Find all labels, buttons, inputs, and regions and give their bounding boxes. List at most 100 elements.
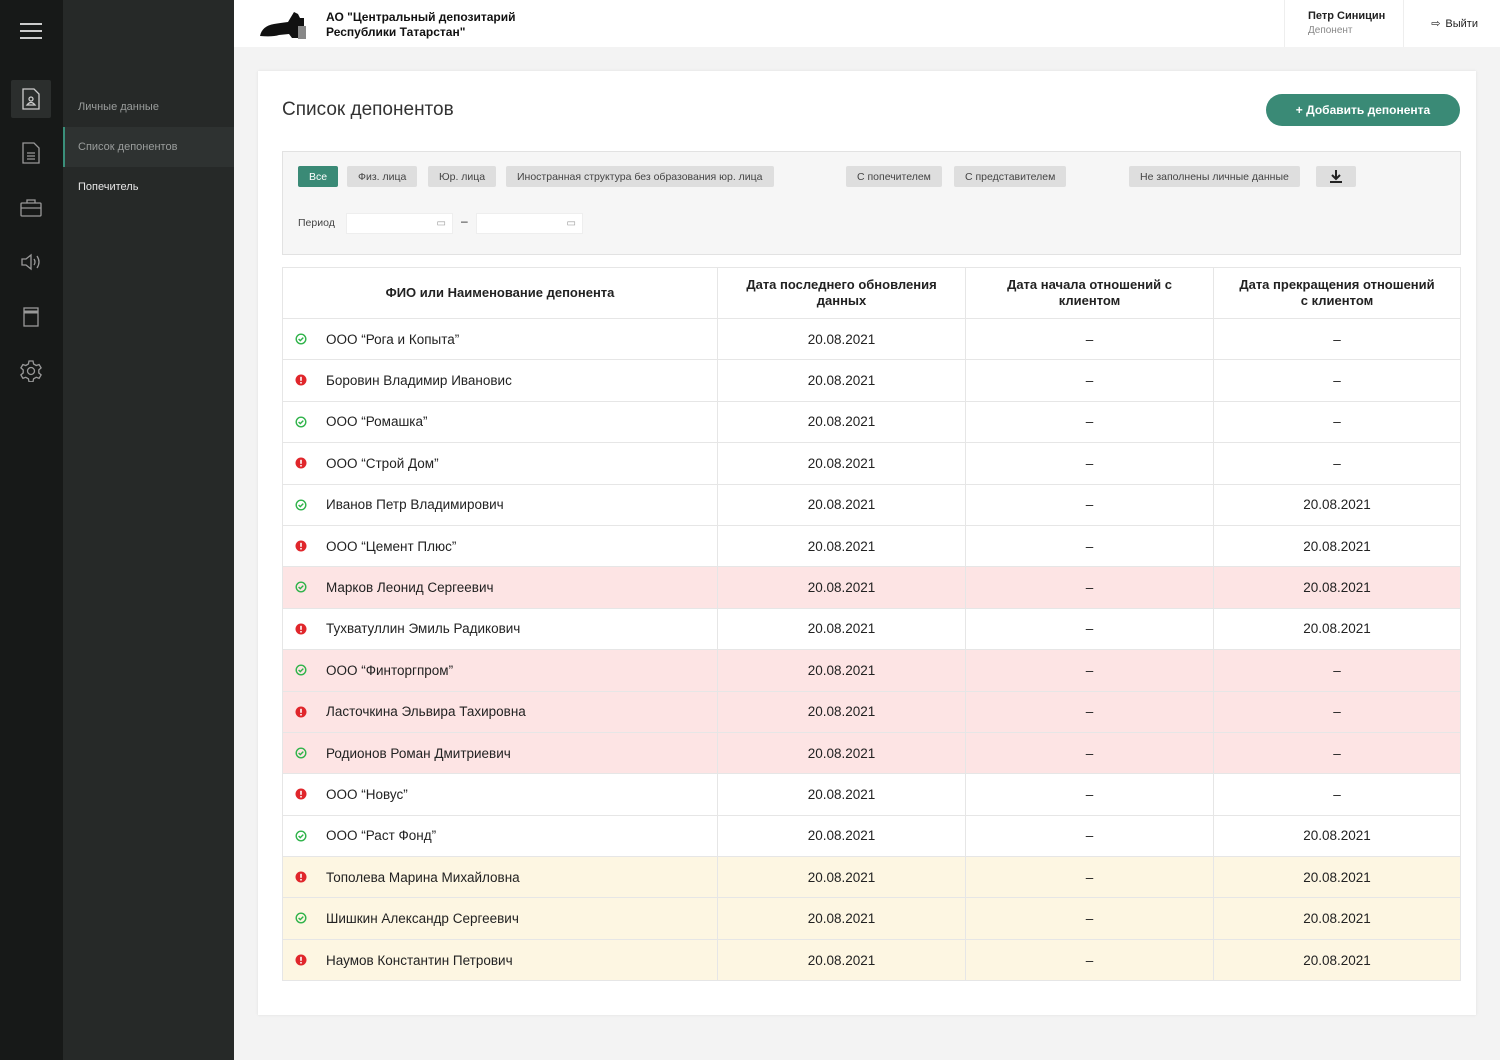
cell-name: Иванов Петр Владимирович (282, 483, 718, 526)
filter-all[interactable]: Все (298, 166, 339, 187)
depositor-name[interactable]: ООО “Строй Дом” (326, 455, 439, 471)
briefcase-icon[interactable] (11, 189, 51, 227)
depositor-name[interactable]: Марков Леонид Сергеевич (326, 580, 494, 596)
table-row[interactable]: Ласточкина Эльвира Тахировна 20.08.2021 … (282, 690, 1461, 733)
table-row[interactable]: Наумов Константин Петрович 20.08.2021 – … (282, 938, 1461, 982)
cell-name: ООО “Раст Фонд” (282, 814, 718, 858)
depositor-name[interactable]: ООО “Новус” (326, 786, 408, 802)
check-circle-icon (295, 664, 307, 676)
cell-end: – (1213, 442, 1461, 485)
menu-icon[interactable] (11, 12, 51, 50)
cell-end: – (1213, 317, 1461, 361)
download-button[interactable] (1316, 166, 1356, 187)
depositor-name[interactable]: Шишкин Александр Сергеевич (326, 911, 519, 927)
filters-panel: Все Физ. лица Юр. лица Иностранная струк… (282, 151, 1461, 255)
depositor-name[interactable]: Ласточкина Эльвира Тахировна (326, 704, 526, 720)
table-row[interactable]: ООО “Цемент Плюс” 20.08.2021 – 20.08.202… (282, 524, 1461, 568)
cell-end: 20.08.2021 (1213, 566, 1461, 609)
filter-with-trustee[interactable]: С попечителем (846, 166, 942, 187)
table-row[interactable]: ООО “Финторгпром” 20.08.2021 – – (282, 649, 1461, 692)
filter-legal[interactable]: Юр. лица (428, 166, 497, 187)
table-row[interactable]: ООО “Раст Фонд” 20.08.2021 – 20.08.2021 (282, 814, 1461, 858)
cell-start: – (965, 773, 1214, 816)
cell-name: Боровин Владимир Ивановис (282, 359, 718, 402)
cell-name: ООО “Цемент Плюс” (282, 524, 718, 568)
cell-name: ООО “Финторгпром” (282, 649, 718, 692)
logout-button[interactable]: ⇨ Выйти (1431, 17, 1478, 31)
calendar-icon: ▭ (436, 218, 446, 229)
table-row[interactable]: Шишкин Александр Сергеевич 20.08.2021 – … (282, 897, 1461, 940)
table-row[interactable]: ООО “Ромашка” 20.08.2021 – – (282, 400, 1461, 444)
logo-icon (260, 12, 306, 39)
depositor-name[interactable]: ООО “Финторгпром” (326, 662, 454, 678)
table-row[interactable]: Марков Леонид Сергеевич 20.08.2021 – 20.… (282, 566, 1461, 609)
user-role: Депонент (1308, 25, 1353, 36)
depositor-name[interactable]: ООО “Ромашка” (326, 414, 428, 430)
error-circle-icon (295, 706, 307, 718)
cell-end: – (1213, 649, 1461, 692)
speaker-icon[interactable] (11, 243, 51, 281)
period-dash: – (461, 214, 468, 228)
cell-end: 20.08.2021 (1213, 897, 1461, 940)
check-circle-icon (295, 747, 307, 759)
cell-end: 20.08.2021 (1213, 524, 1461, 568)
depositor-name[interactable]: Тополева Марина Михайловна (326, 869, 520, 885)
add-depositor-button[interactable]: + Добавить депонента (1266, 94, 1460, 126)
filter-with-representative[interactable]: С представителем (954, 166, 1067, 187)
table-row[interactable]: ООО “Строй Дом” 20.08.2021 – – (282, 442, 1461, 485)
submenu: Личные данные Список депонентов Попечите… (63, 0, 234, 1060)
depositor-name[interactable]: Родионов Роман Дмитриевич (326, 745, 511, 761)
user-info[interactable]: Петр Синицин Депонент (1284, 0, 1404, 47)
cell-updated: 20.08.2021 (717, 524, 966, 568)
submenu-item-depositors-list[interactable]: Список депонентов (63, 127, 234, 167)
cell-start: – (965, 897, 1214, 940)
table-row[interactable]: Тухватуллин Эмиль Радикович 20.08.2021 –… (282, 607, 1461, 651)
personal-document-icon[interactable] (11, 80, 51, 118)
error-circle-icon (295, 954, 307, 966)
calendar-icon[interactable] (11, 298, 51, 336)
cell-name: ООО “Строй Дом” (282, 442, 718, 485)
table-row[interactable]: ООО “Рога и Копыта” 20.08.2021 – – (282, 317, 1461, 361)
table-row[interactable]: Тополева Марина Михайловна 20.08.2021 – … (282, 856, 1461, 899)
table-row[interactable]: Иванов Петр Владимирович 20.08.2021 – 20… (282, 483, 1461, 526)
depositor-name[interactable]: ООО “Цемент Плюс” (326, 538, 457, 554)
cell-updated: 20.08.2021 (717, 566, 966, 609)
table-row[interactable]: Родионов Роман Дмитриевич 20.08.2021 – – (282, 731, 1461, 775)
cell-updated: 20.08.2021 (717, 400, 966, 444)
cell-end: 20.08.2021 (1213, 856, 1461, 899)
check-circle-icon (295, 581, 307, 593)
col-end[interactable]: Дата прекращения отношений с клиентом (1213, 267, 1461, 319)
submenu-item-trustee[interactable]: Попечитель (78, 181, 139, 193)
depositor-name[interactable]: Боровин Владимир Ивановис (326, 373, 512, 389)
error-circle-icon (295, 540, 307, 552)
cell-start: – (965, 731, 1214, 775)
table-row[interactable]: ООО “Новус” 20.08.2021 – – (282, 773, 1461, 816)
col-updated[interactable]: Дата последнего обновления данных (717, 267, 966, 319)
submenu-item-personal-data[interactable]: Личные данные (78, 101, 159, 113)
cell-updated: 20.08.2021 (717, 483, 966, 526)
filter-individuals[interactable]: Физ. лица (347, 166, 418, 187)
document-icon[interactable] (11, 134, 51, 172)
gear-icon[interactable] (11, 352, 51, 390)
col-start[interactable]: Дата начала отношений с клиентом (965, 267, 1214, 319)
cell-updated: 20.08.2021 (717, 317, 966, 361)
filter-foreign-structure[interactable]: Иностранная структура без образования юр… (506, 166, 774, 187)
error-circle-icon (295, 871, 307, 883)
depositor-name[interactable]: Тухватуллин Эмиль Радикович (326, 621, 521, 637)
check-circle-icon (295, 499, 307, 511)
download-icon (1330, 170, 1342, 183)
period-from-input[interactable]: ▭ (346, 213, 453, 234)
cell-start: – (965, 400, 1214, 444)
check-circle-icon (295, 333, 307, 345)
depositor-name[interactable]: ООО “Рога и Копыта” (326, 331, 460, 347)
col-name[interactable]: ФИО или Наименование депонента (282, 267, 718, 319)
cell-start: – (965, 524, 1214, 568)
cell-start: – (965, 814, 1214, 858)
depositor-name[interactable]: ООО “Раст Фонд” (326, 828, 437, 844)
filter-missing-personal-data[interactable]: Не заполнены личные данные (1129, 166, 1300, 187)
depositor-name[interactable]: Наумов Константин Петрович (326, 952, 513, 968)
cell-end: – (1213, 400, 1461, 444)
depositor-name[interactable]: Иванов Петр Владимирович (326, 497, 504, 513)
table-row[interactable]: Боровин Владимир Ивановис 20.08.2021 – – (282, 359, 1461, 402)
period-to-input[interactable]: ▭ (476, 213, 583, 234)
